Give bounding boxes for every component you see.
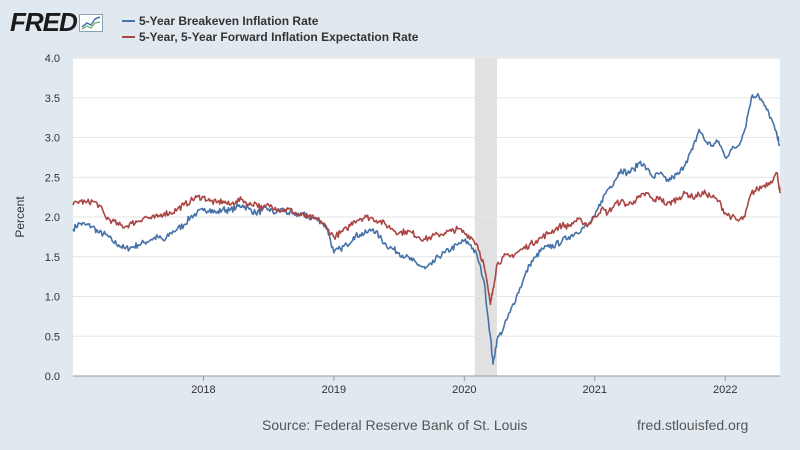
fred-logo[interactable]: FRED: [10, 7, 103, 38]
series-line-1[interactable]: [72, 93, 781, 365]
legend-item-series-1[interactable]: 5-Year Breakeven Inflation Rate: [122, 13, 418, 29]
y-axis: 0.0 0.5 1.0 1.5 2.0 2.5 3.0 3.5 4.0: [45, 53, 60, 383]
y-tick-label: 2.5: [45, 172, 60, 184]
x-tick-label: 2022: [713, 384, 737, 396]
y-tick-label: 3.5: [45, 93, 60, 105]
x-tick-label: 2018: [191, 384, 215, 396]
x-tick-label: 2021: [583, 384, 607, 396]
y-tick-label: 0.0: [45, 371, 60, 383]
line-chart[interactable]: 0.0 0.5 1.0 1.5 2.0 2.5 3.0 3.5 4.0 2018 2019 2020…: [0, 0, 800, 410]
x-tick-label: 2019: [322, 384, 346, 396]
x-axis: 2018 2019 2020 2021 2022: [73, 375, 780, 396]
gridlines: [73, 57, 780, 337]
footer-source: Source: Federal Reserve Bank of St. Loui…: [262, 417, 528, 433]
legend-swatch-series-2: [122, 36, 135, 38]
y-tick-label: 0.5: [45, 331, 60, 343]
legend-label-series-2: 5-Year, 5-Year Forward Inflation Expecta…: [139, 30, 419, 44]
series-line-2[interactable]: [72, 171, 781, 306]
footer-url-link[interactable]: fred.stlouisfed.org: [637, 417, 749, 433]
legend-swatch-series-1: [122, 20, 135, 22]
y-tick-label: 4.0: [45, 53, 60, 65]
y-tick-label: 1.0: [45, 292, 60, 304]
series-layer: [72, 93, 781, 365]
y-axis-title: Percent: [13, 196, 27, 238]
legend-label-series-1: 5-Year Breakeven Inflation Rate: [139, 14, 319, 28]
chart-legend: 5-Year Breakeven Inflation Rate 5-Year, …: [122, 13, 418, 45]
fred-logo-text: FRED: [10, 7, 78, 37]
x-tick-label: 2020: [452, 384, 476, 396]
line-chart-icon: [78, 13, 103, 32]
legend-item-series-2[interactable]: 5-Year, 5-Year Forward Inflation Expecta…: [122, 29, 418, 45]
y-tick-label: 1.5: [45, 252, 60, 264]
y-tick-label: 2.0: [45, 212, 60, 224]
y-tick-label: 3.0: [45, 133, 60, 145]
